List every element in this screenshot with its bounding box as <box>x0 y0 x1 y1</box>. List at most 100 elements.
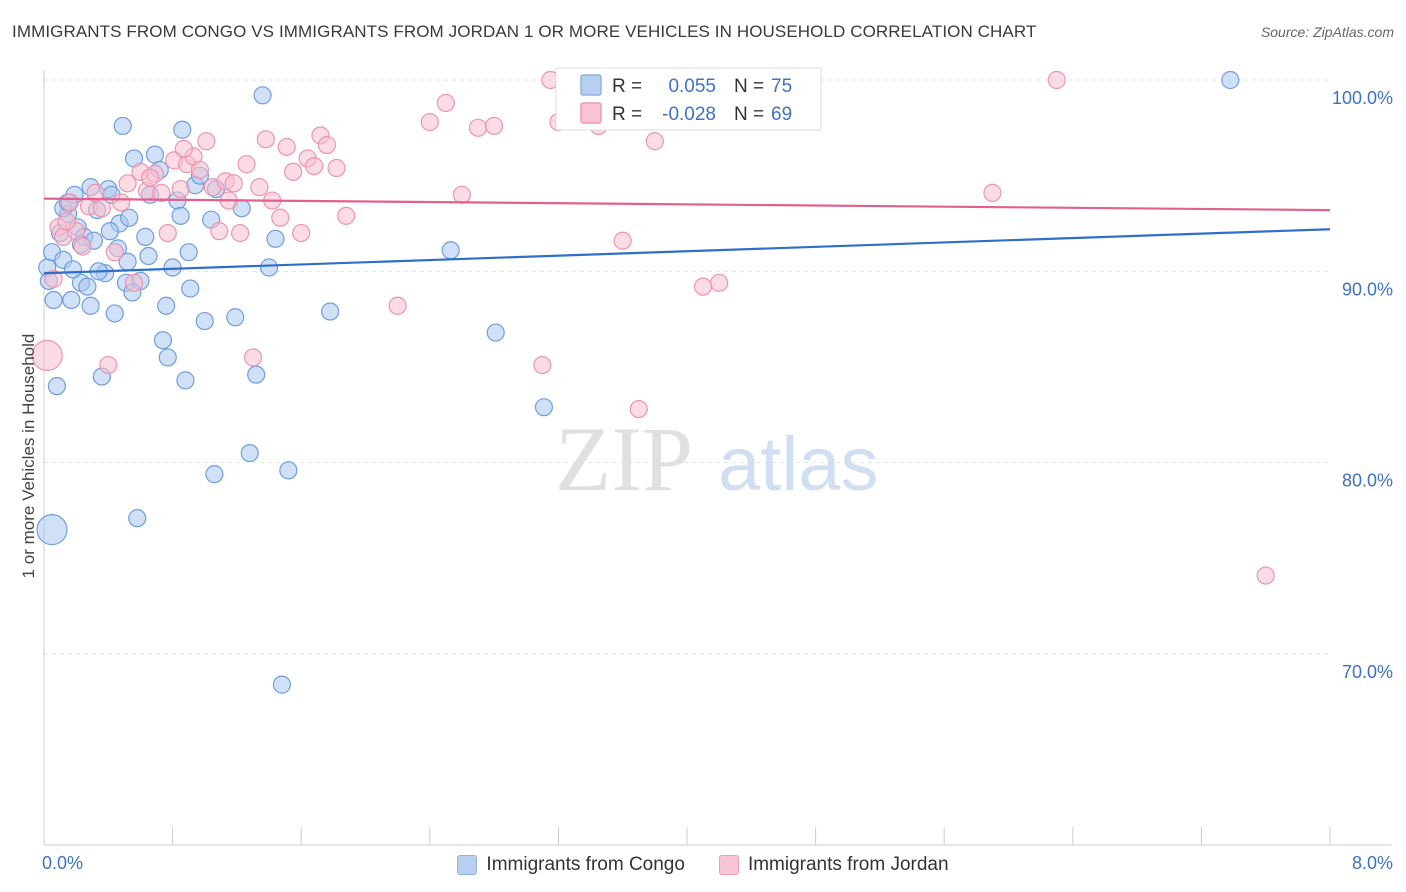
congo-point-33 <box>153 331 173 350</box>
congo-point-13 <box>78 277 97 296</box>
tick-labels: 70.0% 80.0% 90.0% 100.0% 0.0% 8.0% <box>42 88 1393 873</box>
legend-congo-color <box>457 855 478 875</box>
jordan-point-4 <box>60 193 79 212</box>
jordan-point-63 <box>1256 566 1275 585</box>
legend-congo-label: Immigrants from Congo <box>486 854 685 875</box>
congo-point-21 <box>105 304 124 323</box>
congo-point-45 <box>226 308 245 327</box>
jordan-point-18 <box>152 183 171 202</box>
legend-item-jordan: Immigrants from Jordan <box>718 854 949 876</box>
jordan-point-66 <box>57 212 76 231</box>
jordan-point-10 <box>99 355 118 375</box>
source-label: Source: ZipAtlas.com <box>1260 24 1394 40</box>
congo-point-48 <box>247 365 266 384</box>
jordan-point-41 <box>304 157 324 176</box>
jordan-point-8 <box>86 183 105 202</box>
jordan-point-65 <box>140 168 160 187</box>
congo-point-50 <box>259 258 279 277</box>
jordan-point-33 <box>250 178 269 197</box>
jordan-point-56 <box>613 231 632 250</box>
jordan-point-50 <box>468 118 488 137</box>
jordan-point-62 <box>1047 70 1066 90</box>
congo-point-73 <box>171 206 190 225</box>
jordan-point-43 <box>317 135 337 155</box>
congo-point-49 <box>253 86 272 105</box>
jordan-point-57 <box>629 399 648 419</box>
grid-lines <box>44 79 1330 655</box>
y-axis-label: 1 or more Vehicles in Household <box>19 334 38 579</box>
top-legend: R = 0.055 N = 75 R = -0.028 N = 69 <box>555 67 822 131</box>
trend-lines <box>43 197 1331 275</box>
congo-point-39 <box>181 279 200 298</box>
jordan-point-49 <box>452 185 472 204</box>
jordan-point-19 <box>158 223 177 243</box>
congo-point-57 <box>534 398 554 417</box>
legend-congo-r-value: 0.055 <box>668 76 716 97</box>
jordan-point-47 <box>420 112 439 132</box>
jordan-point-45 <box>337 206 356 225</box>
congo-point-42 <box>195 311 214 331</box>
legend-jordan-label: Immigrants from Jordan <box>747 854 949 875</box>
congo-point-66 <box>157 296 176 315</box>
congo-point-52 <box>272 675 292 694</box>
jordan-point-25 <box>197 132 216 151</box>
legend-congo-n-value: 75 <box>771 76 792 97</box>
congo-points <box>36 70 1240 694</box>
jordan-point-31 <box>237 155 256 174</box>
congo-point-3 <box>44 290 63 310</box>
jordan-point-59 <box>693 277 713 296</box>
congo-point-34 <box>158 348 177 367</box>
jordan-point-34 <box>256 130 275 149</box>
legend-jordan-r-label: R = <box>612 104 642 125</box>
congo-point-54 <box>321 302 340 321</box>
congo-point-8 <box>62 290 81 310</box>
legend-jordan-n-label: N = <box>734 104 764 125</box>
y-tick-label-2: 90.0% <box>1342 279 1393 299</box>
legend-congo-n-label: N = <box>734 76 764 97</box>
congo-point-4 <box>47 377 66 396</box>
congo-point-29 <box>136 227 155 246</box>
jordan-point-37 <box>277 137 296 157</box>
jordan-points <box>31 70 1275 585</box>
congo-point-47 <box>240 444 259 463</box>
jordan-point-27 <box>210 222 229 241</box>
legend-jordan-r-value: -0.028 <box>662 104 716 125</box>
jordan-point-30 <box>231 223 250 243</box>
congo-point-56 <box>486 323 505 342</box>
x-tick-label-0: 0.0% <box>42 853 83 873</box>
chart-title: IMMIGRANTS FROM CONGO VS IMMIGRANTS FROM… <box>12 22 1037 41</box>
congo-point-65 <box>139 246 158 266</box>
y-tick-label-3: 100.0% <box>1332 88 1393 108</box>
jordan-point-13 <box>118 174 137 193</box>
jordan-point-39 <box>292 223 311 243</box>
legend-congo-r-label: R = <box>612 76 642 97</box>
jordan-point-12 <box>112 193 131 212</box>
jordan-point-1 <box>44 269 63 289</box>
jordan-point-58 <box>645 132 664 151</box>
jordan-point-52 <box>533 355 552 375</box>
watermark-atlas: atlas <box>718 422 879 507</box>
jordan-point-51 <box>485 116 504 136</box>
congo-point-71 <box>100 222 120 241</box>
congo-point-31 <box>145 145 165 164</box>
congo-point-55 <box>441 241 460 260</box>
congo-point-53 <box>279 461 298 480</box>
legend-item-congo: Immigrants from Congo <box>457 854 685 876</box>
y-tick-label-0: 70.0% <box>1342 662 1393 682</box>
jordan-trend-line <box>43 197 1331 212</box>
congo-point-25 <box>120 208 139 227</box>
congo-point-44 <box>205 465 224 484</box>
congo-point-67 <box>179 243 198 262</box>
jordan-point-0 <box>31 339 63 372</box>
congo-point-51 <box>266 229 285 248</box>
congo-point-37 <box>173 120 192 139</box>
congo-point-61 <box>63 260 83 279</box>
congo-point-38 <box>176 371 195 390</box>
jordan-point-48 <box>436 93 455 113</box>
congo-point-23 <box>113 116 132 136</box>
congo-point-59 <box>36 514 68 546</box>
jordan-point-60 <box>710 273 729 292</box>
congo-trend-line <box>43 228 1331 275</box>
congo-point-58 <box>1221 70 1240 90</box>
